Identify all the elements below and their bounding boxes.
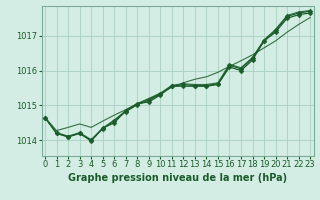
X-axis label: Graphe pression niveau de la mer (hPa): Graphe pression niveau de la mer (hPa) xyxy=(68,173,287,183)
